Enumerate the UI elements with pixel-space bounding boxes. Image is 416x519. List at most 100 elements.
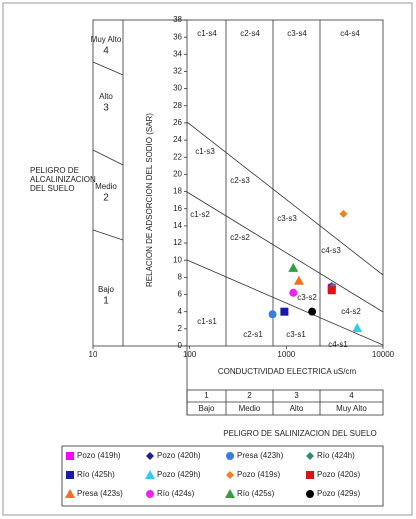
legend-label: Pozo (420s) <box>317 470 360 479</box>
data-point <box>280 307 289 316</box>
legend-label: Río (424h) <box>317 451 355 460</box>
salinity-class: Muy Alto <box>336 404 367 413</box>
region-label: c4-s2 <box>341 307 361 316</box>
x-tick-label: 10 <box>89 350 98 359</box>
region-label: c2-s3 <box>230 176 250 185</box>
legend-marker <box>226 471 234 479</box>
region-label: c3-s2 <box>297 293 317 302</box>
legend-label: Pozo (419h) <box>77 451 121 460</box>
y-tick-label: 14 <box>173 221 182 230</box>
legend-label: Presa (423s) <box>77 489 123 498</box>
legend-marker <box>306 452 314 460</box>
y-tick-label: 34 <box>173 49 182 58</box>
legend-label: Río (424s) <box>157 489 195 498</box>
legend-marker <box>146 452 154 460</box>
data-point <box>352 322 363 332</box>
legend-label: Río (425h) <box>77 470 115 479</box>
legend-marker <box>226 452 234 460</box>
alkalinity-number: 4 <box>103 46 109 57</box>
alkalinity-class: Alto <box>99 92 113 101</box>
alkalinity-class: Bajo <box>98 285 115 294</box>
y-tick-label: 32 <box>173 67 182 76</box>
y-tick-label: 20 <box>173 170 182 179</box>
y-tick-label: 36 <box>173 32 182 41</box>
y-tick-label: 10 <box>173 255 182 264</box>
region-label: c1-s3 <box>195 147 215 156</box>
alkalinity-number: 1 <box>103 296 109 307</box>
legend-label: Río (425s) <box>237 489 275 498</box>
legend-marker <box>145 470 155 479</box>
region-label: c4-s1 <box>328 340 348 349</box>
data-point <box>289 288 298 297</box>
y-tick-label: 22 <box>173 152 182 161</box>
region-label: c4-s3 <box>321 246 341 255</box>
alkalinity-title: PELIGRO DE <box>30 166 79 175</box>
boundary <box>92 149 124 166</box>
legend-marker <box>66 452 74 460</box>
legend-marker <box>66 471 74 479</box>
x-axis-title: CONDUCTIVIDAD ELECTRICA uS/cm <box>218 367 357 376</box>
region-label: c1-s1 <box>197 317 217 326</box>
region-label: c1-s2 <box>190 210 210 219</box>
legend-label: Pozo (419s) <box>237 470 280 479</box>
legend-marker <box>306 471 314 479</box>
legend-box <box>61 445 384 507</box>
y-tick-label: 38 <box>173 15 182 24</box>
salinity-class: Bajo <box>198 404 215 413</box>
region-label: c2-s1 <box>243 330 263 339</box>
region-label: c2-s4 <box>240 29 260 38</box>
legend-label: Pozo (429h) <box>157 470 201 479</box>
salinity-number: 3 <box>294 391 299 400</box>
plot-frame <box>92 19 384 347</box>
legend-marker <box>65 489 75 498</box>
salinity-number: 1 <box>204 391 209 400</box>
data-point <box>268 310 277 319</box>
legend-marker <box>306 490 314 498</box>
y-tick-label: 24 <box>173 135 182 144</box>
boundary <box>92 229 124 241</box>
region-label: c2-s2 <box>230 233 250 242</box>
x-tick-label: 100 <box>183 350 197 359</box>
salinity-number: 4 <box>349 391 354 400</box>
y-tick-label: 4 <box>178 307 183 316</box>
alkalinity-class: Medio <box>95 182 117 191</box>
legend-label: Pozo (420h) <box>157 451 201 460</box>
legend-marker <box>225 489 235 498</box>
frame <box>2 2 413 516</box>
region-label: c4-s4 <box>340 29 360 38</box>
boundary <box>186 259 384 346</box>
y-tick-label: 12 <box>173 238 182 247</box>
data-point <box>288 262 299 272</box>
data-point <box>339 209 348 218</box>
boundary <box>186 121 384 276</box>
legend-label: Presa (423h) <box>237 451 284 460</box>
x-tick-label: 10000 <box>372 350 395 359</box>
boundary <box>92 61 124 76</box>
region-label: c3-s1 <box>286 330 306 339</box>
y-tick-label: 28 <box>173 101 182 110</box>
data-point <box>327 286 336 295</box>
y-tick-label: 30 <box>173 84 182 93</box>
alkalinity-number: 3 <box>103 103 109 114</box>
alkalinity-class: Muy Alto <box>91 35 122 44</box>
y-axis-title: RELACION DE ADSORCION DEL SODIO (SAR) <box>145 113 154 287</box>
y-tick-label: 0 <box>178 341 183 350</box>
y-tick-label: 6 <box>178 290 183 299</box>
legend-marker <box>146 490 154 498</box>
data-point <box>308 307 317 316</box>
salinity-title: PELIGRO DE SALINIZACION DEL SUELO <box>223 429 377 438</box>
x-tick-label: 1000 <box>277 350 295 359</box>
salinity-class: Alto <box>290 404 304 413</box>
y-tick-label: 16 <box>173 204 182 213</box>
y-tick-label: 8 <box>178 272 183 281</box>
alkalinity-number: 2 <box>103 193 109 204</box>
salinity-box <box>186 389 384 416</box>
region-label: c3-s3 <box>277 214 297 223</box>
alkalinity-title: DEL SUELO <box>30 184 75 193</box>
y-tick-label: 18 <box>173 187 182 196</box>
boundary <box>186 191 384 313</box>
salinity-number: 2 <box>247 391 252 400</box>
y-tick-label: 2 <box>178 324 183 333</box>
salinity-class: Medio <box>239 404 261 413</box>
